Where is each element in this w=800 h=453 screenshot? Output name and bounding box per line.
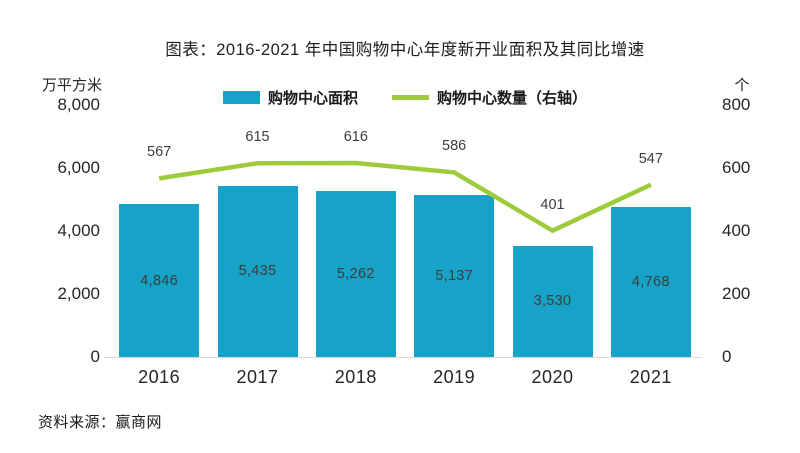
x-axis-label-2017: 2017 [236,367,279,387]
bar-2017: 5,435 [217,185,298,357]
x-axis-label-2020: 2020 [531,367,574,387]
x-axis-label-2021: 2021 [629,367,672,387]
right-axis-tick: 0 [722,347,732,366]
bar-2019: 5,137 [414,195,495,357]
left-axis-tick: 0 [90,347,100,366]
bar-value-label: 4,846 [140,272,179,289]
left-axis-unit-label: 万平方米 [41,77,102,94]
right-axis-tick: 200 [722,284,751,303]
left-axis-tick: 2,000 [57,284,100,303]
legend: 购物中心面积 购物中心数量（右轴） [10,87,800,108]
bar-2018: 5,262 [315,191,396,357]
bar-value-label: 5,435 [238,263,277,280]
bar-value-label: 4,768 [631,273,670,290]
legend-item-count: 购物中心数量（右轴） [392,87,587,108]
line-series-swatch-icon [392,95,429,100]
x-axis-label-2016: 2016 [138,367,181,387]
line-value-label: 401 [540,196,565,213]
source-note: 资料来源：赢商网 [38,414,163,431]
line-value-label: 615 [245,129,270,146]
bar-value-label: 5,137 [435,268,474,285]
left-axis-tick: 8,000 [57,95,100,114]
bar-value-label: 3,530 [533,293,572,310]
line-value-label: 586 [442,138,467,155]
right-axis-tick: 800 [722,95,751,114]
line-value-label: 567 [147,144,172,161]
right-axis-tick: 400 [722,221,751,240]
x-axis-label-2018: 2018 [334,367,377,387]
legend-label-area: 购物中心面积 [267,90,358,107]
left-axis-tick: 6,000 [57,158,100,177]
left-axis-tick: 4,000 [57,221,100,240]
bar-2020: 3,530 [512,245,593,357]
right-axis-unit-label: 个 [734,77,750,94]
right-axis-tick: 600 [722,158,751,177]
bar-2016: 4,846 [119,204,200,357]
legend-item-area: 购物中心面积 [222,87,358,108]
bar-value-label: 5,262 [336,266,375,283]
x-axis-label-2019: 2019 [433,367,476,387]
line-value-label: 616 [343,128,368,145]
legend-label-count: 购物中心数量（右轴） [437,90,588,107]
line-value-label: 547 [638,150,663,167]
bar-2021: 4,768 [610,206,691,357]
x-axis-baseline [104,357,702,358]
chart-title: 图表：2016-2021 年中国购物中心年度新开业面积及其同比增速 [165,41,645,59]
bar-series-swatch-icon [222,91,260,104]
